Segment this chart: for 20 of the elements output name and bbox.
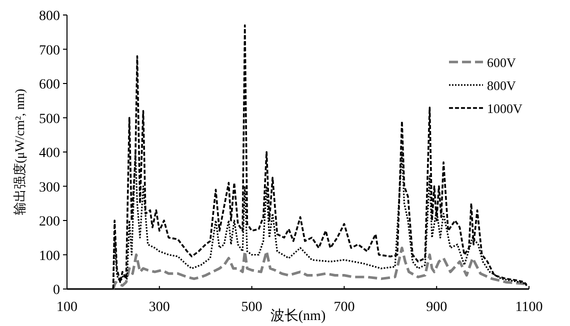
- y-tick-label: 100: [39, 248, 60, 264]
- y-tick-label: 0: [53, 283, 60, 298]
- y-tick-label: 700: [39, 43, 60, 58]
- x-tick-label: 500: [241, 300, 262, 315]
- x-tick-label: 300: [148, 300, 170, 315]
- y-tick-label: 600: [39, 78, 60, 92]
- y-axis-title: 输出强度(μW/cm², nm): [12, 88, 27, 216]
- x-tick-label: 1100: [515, 300, 543, 315]
- y-tick-label: 500: [39, 112, 60, 127]
- y-tick-label: 300: [39, 180, 60, 196]
- legend-label: 800V: [487, 78, 516, 93]
- y-tick-label: 200: [39, 214, 60, 230]
- legend-label: 1000V: [487, 101, 523, 116]
- y-tick-label: 800: [39, 9, 60, 24]
- x-tick-label: 100: [56, 300, 78, 315]
- y-tick-label: 400: [39, 146, 60, 161]
- x-axis-title: 波长(nm): [270, 308, 326, 324]
- legend-label: 600V: [487, 55, 516, 70]
- x-tick-label: 900: [426, 300, 448, 315]
- x-tick-label: 700: [334, 300, 355, 315]
